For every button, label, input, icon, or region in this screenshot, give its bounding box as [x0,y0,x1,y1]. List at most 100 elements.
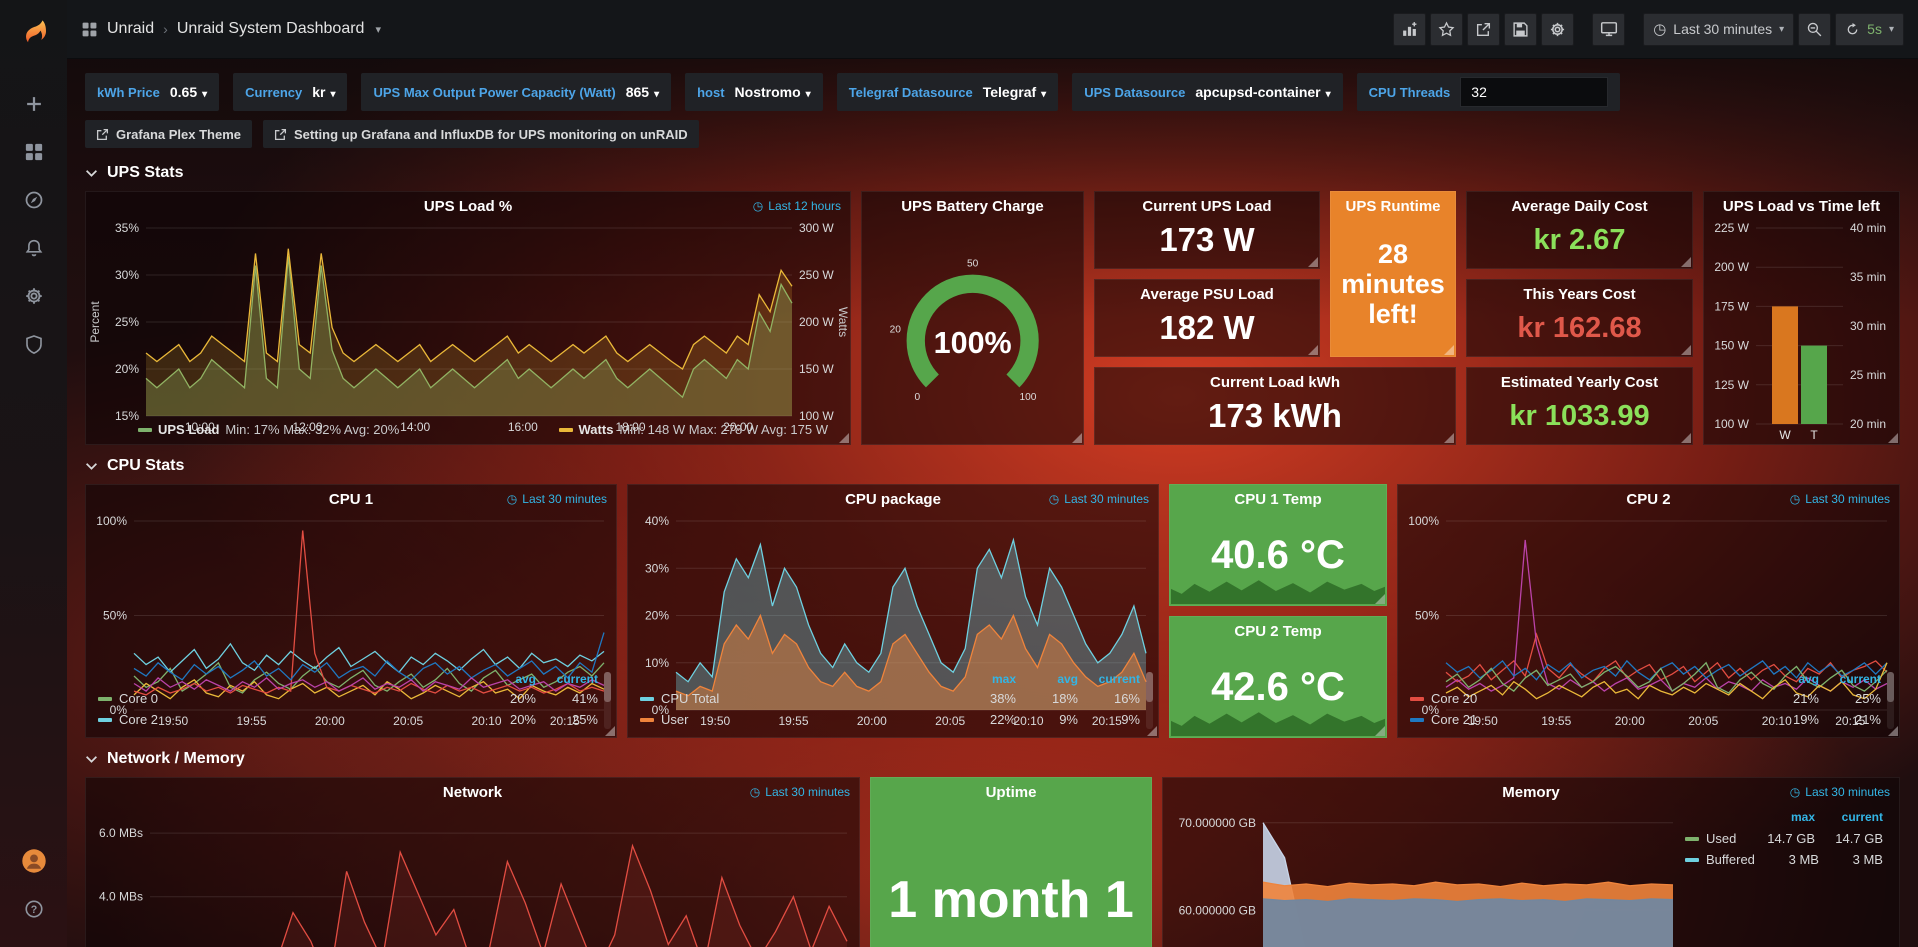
user-avatar[interactable] [13,840,55,882]
panel-title[interactable]: Memory [1502,783,1560,801]
panel-resize-handle[interactable] [605,726,615,736]
legend-scrollbar[interactable] [604,672,611,729]
sidebar-create-button[interactable] [13,83,55,125]
sidebar-explore-button[interactable] [13,179,55,221]
legend-column-max[interactable]: max [1790,810,1815,824]
legend-scrollbar-thumb[interactable] [1146,672,1153,702]
breadcrumb-current[interactable]: Unraid System Dashboard [176,20,365,37]
variable-value-dropdown[interactable]: apcupsd-container ▾ [1195,84,1331,100]
ups-load-chart[interactable]: 35% 30% 25% 20% 15% 300 W 250 W 200 W 150 W 100 W… [86,220,850,434]
row-header-ups-stats[interactable]: UPS Stats [85,164,1900,182]
legend-column-max[interactable]: max [991,672,1016,686]
panel-resize-handle[interactable] [1308,345,1318,355]
sidebar-configuration-button[interactable] [13,275,55,317]
breadcrumb-root[interactable]: Unraid [107,20,155,37]
sidebar-dashboards-button[interactable] [13,131,55,173]
star-dashboard-button[interactable] [1430,12,1464,46]
variable-input[interactable]: 32 [1460,77,1609,107]
panel-title[interactable]: CPU package [845,490,941,508]
legend-row-core-2[interactable]: Core 2 20% 25% [98,709,598,730]
row-header-cpu-stats[interactable]: CPU Stats [85,457,1900,475]
refresh-picker[interactable]: 5s ▾ [1835,12,1904,46]
panel-resize-handle[interactable] [1681,257,1691,267]
legend-item-ups-load[interactable]: UPS Load Min: 17% Max: 32% Avg: 20% [138,422,399,437]
variable-value-dropdown[interactable]: 0.65 ▾ [169,84,208,100]
cpu-package-chart[interactable]: 40% 30% 20% 10% 0% 19:50 19:55 20:00 20:05 20:10 2… [628,513,1158,728]
dashboard-settings-button[interactable] [1541,12,1575,46]
dashboard-link-ups-guide[interactable]: Setting up Grafana and InfluxDB for UPS … [263,120,699,148]
legend-row-core-21[interactable]: Core 21 19% 21% [1410,709,1881,730]
legend-column-avg[interactable]: avg [1798,672,1819,686]
dashboard-link-plex-theme[interactable]: Grafana Plex Theme [85,120,252,148]
variable-value-dropdown[interactable]: Telegraf ▾ [982,84,1047,100]
panel-title[interactable]: Network [442,783,503,801]
grafana-logo-icon[interactable] [12,10,56,54]
panel-resize-handle[interactable] [1444,433,1454,443]
variable-value-dropdown[interactable]: kr ▾ [312,84,336,100]
legend-row-user[interactable]: User 22% 9% 9% [640,709,1140,730]
legend-column-current[interactable]: current [556,672,598,686]
panel-title[interactable]: Uptime [985,783,1037,801]
legend-scrollbar-thumb[interactable] [604,672,611,702]
cpu2-chart[interactable]: 100% 50% 0% 19:50 19:55 20:00 20:05 20:10 20:15 [1398,513,1899,728]
panel-title[interactable]: UPS Load vs Time left [1722,197,1881,215]
save-dashboard-button[interactable] [1504,12,1538,46]
legend-header: max avg current [640,670,1140,688]
panel-title[interactable]: UPS Battery Charge [901,197,1044,215]
cpu1-chart[interactable]: 100% 50% 0% 19:50 19:55 20:00 20:05 20:10 20:15 [86,513,616,728]
time-range-picker[interactable]: ◷ Last 30 minutes ▾ [1643,12,1795,46]
panel-title[interactable]: CPU 2 Temp [1234,622,1322,640]
zoom-out-button[interactable] [1798,12,1832,46]
panel-resize-handle[interactable] [1072,433,1082,443]
share-dashboard-button[interactable] [1467,12,1501,46]
panel-title[interactable]: CPU 2 [1626,490,1671,508]
legend-row-core-20[interactable]: Core 20 21% 25% [1410,688,1881,709]
sidebar-server-admin-button[interactable] [13,323,55,365]
panel-resize-handle[interactable] [1888,433,1898,443]
panel-resize-handle[interactable] [1375,726,1385,736]
row-header-network-memory[interactable]: Network / Memory [85,750,1900,768]
add-panel-button[interactable] [1393,12,1427,46]
sidebar-alerting-button[interactable] [13,227,55,269]
sidebar-help-button[interactable]: ? [13,888,55,930]
cycle-view-mode-button[interactable] [1592,12,1626,46]
panel-resize-handle[interactable] [1444,345,1454,355]
panel-resize-handle[interactable] [1147,726,1157,736]
battery-charge-gauge[interactable]: 0 20 50 100 100% [862,220,1083,444]
panel-title[interactable]: Average PSU Load [1140,285,1274,303]
panel-resize-handle[interactable] [839,433,849,443]
legend-column-current[interactable]: current [1841,810,1883,824]
panel-resize-handle[interactable] [1375,594,1385,604]
panel-resize-handle[interactable] [1888,726,1898,736]
panel-title[interactable]: UPS Load % [423,197,513,215]
legend-column-current[interactable]: current [1098,672,1140,686]
legend-scrollbar-thumb[interactable] [1887,672,1894,702]
legend-row-used[interactable]: Used 14.7 GB 14.7 GB [1685,828,1883,849]
legend-row-cpu-total[interactable]: CPU Total 38% 18% 16% [640,688,1140,709]
legend-column-current[interactable]: current [1839,672,1881,686]
panel-title[interactable]: Estimated Yearly Cost [1500,373,1659,391]
panel-resize-handle[interactable] [1681,345,1691,355]
legend-row-core-0[interactable]: Core 0 20% 41% [98,688,598,709]
panel-title[interactable]: Current UPS Load [1142,197,1272,215]
legend-item-watts[interactable]: Watts Min: 148 W Max: 278 W Avg: 175 W [558,422,828,437]
panel-title[interactable]: Current Load kWh [1210,373,1340,391]
panel-title[interactable]: This Years Cost [1523,285,1636,303]
ups-load-vs-time-chart[interactable]: 225 W 200 W 175 W 150 W 125 W 100 W 40 min 35 m… [1704,220,1899,444]
breadcrumb-caret-icon[interactable]: ▾ [375,23,381,36]
panel-title[interactable]: Average Daily Cost [1511,197,1648,215]
legend-scrollbar[interactable] [1887,672,1894,729]
legend-column-avg[interactable]: avg [1057,672,1078,686]
panel-title[interactable]: CPU 1 [328,490,374,508]
panel-resize-handle[interactable] [1308,257,1318,267]
legend-column-avg[interactable]: avg [515,672,536,686]
legend-scrollbar[interactable] [1146,672,1153,729]
variable-value-dropdown[interactable]: Nostromo ▾ [734,84,811,100]
panel-resize-handle[interactable] [1681,433,1691,443]
legend-row-buffered[interactable]: Buffered 3 MB 3 MB [1685,849,1883,870]
panel-title[interactable]: CPU 1 Temp [1234,490,1322,508]
panel-title[interactable]: UPS Runtime [1345,197,1441,215]
variable-value-dropdown[interactable]: 865 ▾ [625,84,660,100]
